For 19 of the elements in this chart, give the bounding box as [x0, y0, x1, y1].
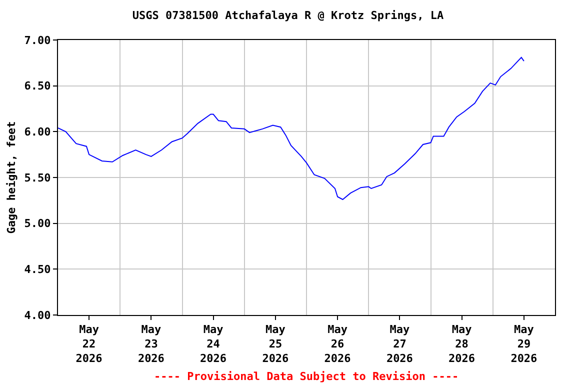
- y-tick-label: 4.50: [24, 263, 51, 276]
- x-tick-label: May 28 2026: [448, 323, 476, 365]
- y-tick-label: 7.00: [24, 34, 51, 47]
- x-tick-label: May 26 2026: [324, 323, 352, 365]
- x-tick-label: May 29 2026: [510, 323, 538, 365]
- y-tick-label: 5.50: [24, 171, 51, 184]
- x-tick-label: May 24 2026: [200, 323, 227, 365]
- line-series: [58, 56, 524, 200]
- x-tick-label: May 22 2026: [76, 323, 103, 365]
- text: ---- Provisional Data Subject to Revision ----: [154, 370, 459, 383]
- x-tick-label: May 25 2026: [262, 323, 290, 365]
- y-tick-label: 6.00: [24, 126, 51, 139]
- y-axis-title: Gage height, feet: [4, 121, 18, 234]
- y-tick-label: 5.00: [24, 217, 51, 230]
- x-tick-label: May 27 2026: [386, 323, 414, 365]
- y-tick-label: 6.50: [24, 80, 51, 93]
- y-tick-label: 4.00: [24, 308, 51, 322]
- chart-title: USGS 07381500 Atchafalaya R @ Krotz Springs, LA: [132, 9, 444, 22]
- x-tick-label: May 23 2026: [138, 323, 165, 365]
